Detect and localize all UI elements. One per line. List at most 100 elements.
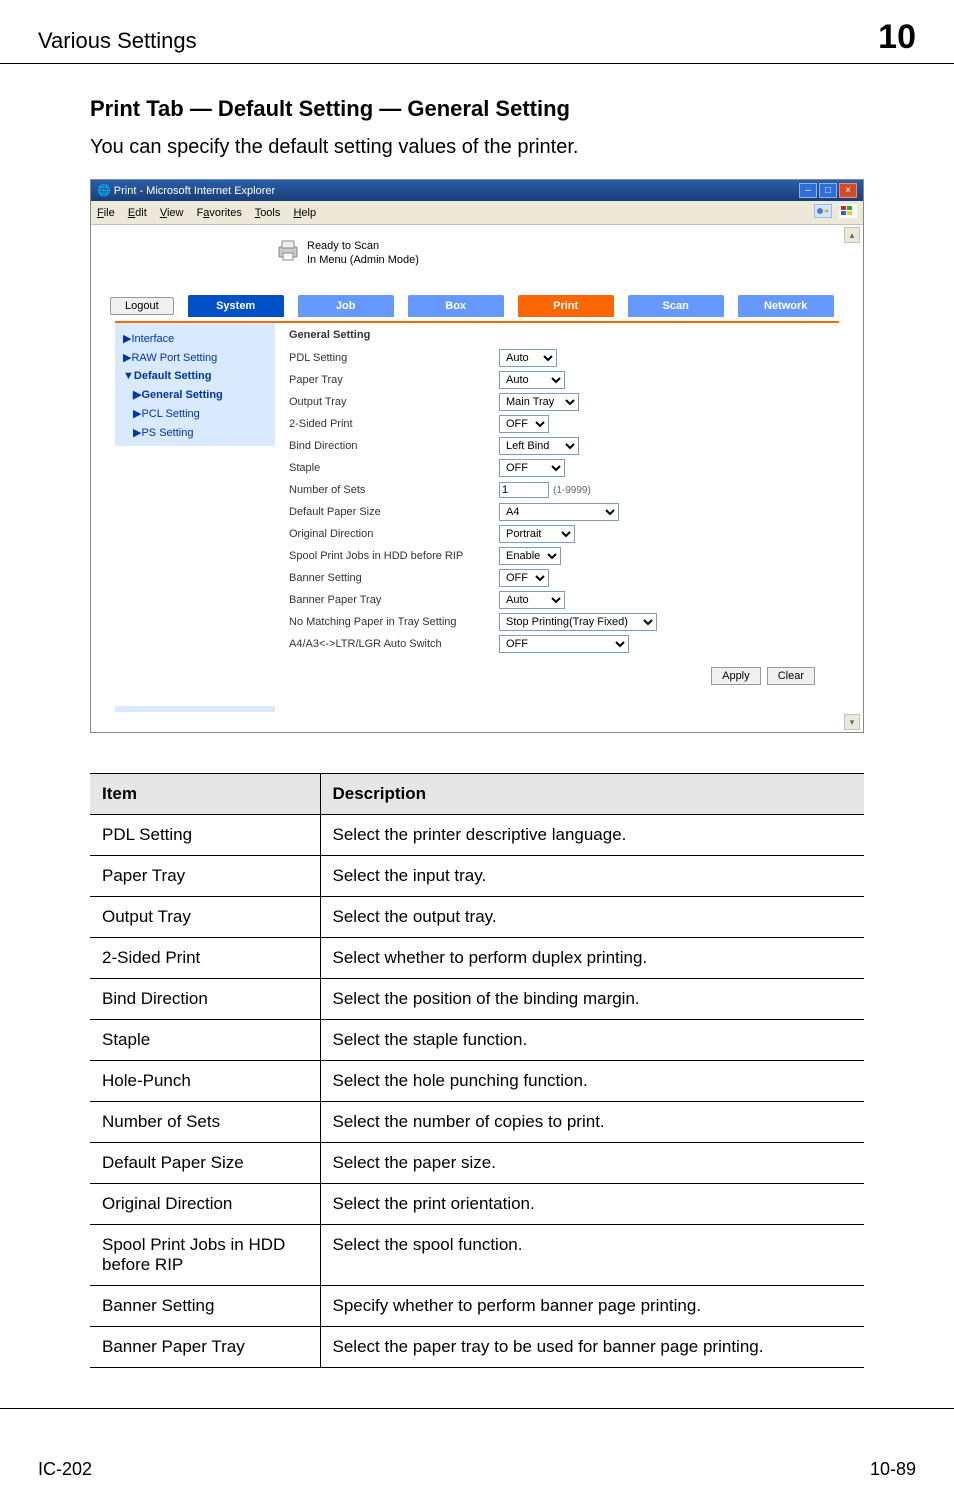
table-cell-item: Hole-Punch [90,1061,320,1102]
table-row: Banner SettingSpecify whether to perform… [90,1286,864,1327]
form-select[interactable]: Stop Printing(Tray Fixed) [499,613,657,631]
table-row: Number of SetsSelect the number of copie… [90,1102,864,1143]
form-label: Spool Print Jobs in HDD before RIP [289,550,499,562]
table-row: Output TraySelect the output tray. [90,897,864,938]
status-row: Ready to Scan In Menu (Admin Mode) [275,237,839,269]
tab-network[interactable]: Network [738,295,834,317]
header-left: Various Settings [38,28,197,54]
maximize-button[interactable]: □ [819,183,837,198]
tab-scan[interactable]: Scan [628,295,724,317]
form-select[interactable]: Auto [499,371,565,389]
form-row: Spool Print Jobs in HDD before RIPEnable [289,545,825,567]
ie-window: 🌐 Print - Microsoft Internet Explorer – … [90,179,864,733]
status-line2: In Menu (Admin Mode) [307,253,419,267]
form-row: Paper TrayAuto [289,369,825,391]
content-area: ▴ Ready to Scan In Menu (Admin Mode) Log… [91,225,863,732]
main-row: ▶Interface ▶RAW Port Setting ▼Default Se… [115,321,839,712]
table-cell-item: Staple [90,1020,320,1061]
sidebar-item-general[interactable]: ▶General Setting [115,385,275,404]
form-label: Bind Direction [289,440,499,452]
footer-left: IC-202 [38,1459,92,1480]
menubar-items: File Edit View Favorites Tools Help [97,207,326,219]
table-cell-desc: Select the paper size. [320,1143,864,1184]
menu-help[interactable]: Help [293,207,316,219]
table-cell-desc: Specify whether to perform banner page p… [320,1286,864,1327]
menu-favorites[interactable]: Favorites [197,207,242,219]
form-label: 2-Sided Print [289,418,499,430]
table-cell-item: Banner Paper Tray [90,1327,320,1368]
form-row: Banner Paper TrayAuto [289,589,825,611]
button-row: Apply Clear [289,667,825,685]
footer-right: 10-89 [870,1459,916,1480]
clear-button[interactable]: Clear [767,667,815,685]
form-select[interactable]: Left Bind [499,437,579,455]
sidebar-item-interface[interactable]: ▶Interface [115,329,275,348]
form-hint: (1-9999) [553,485,591,496]
sidebar-item-ps[interactable]: ▶PS Setting [115,423,275,442]
status-text: Ready to Scan In Menu (Admin Mode) [307,239,419,267]
sidebar-item-default-setting[interactable]: ▼Default Setting [115,367,275,385]
form-text-input[interactable] [499,482,549,498]
nav-row: Logout System Job Box Print Scan Network [110,295,839,317]
form-select[interactable]: OFF [499,459,565,477]
form-select[interactable]: Auto [499,349,557,367]
table-cell-desc: Select the paper tray to be used for ban… [320,1327,864,1368]
table-cell-item: Paper Tray [90,856,320,897]
table-row: Original DirectionSelect the print orien… [90,1184,864,1225]
ie-flag-icon [839,204,857,218]
form-row: No Matching Paper in Tray SettingStop Pr… [289,611,825,633]
menu-tools[interactable]: Tools [255,207,281,219]
form-select[interactable]: Auto [499,591,565,609]
form-row: 2-Sided PrintOFF [289,413,825,435]
menu-edit[interactable]: Edit [128,207,147,219]
table-row: StapleSelect the staple function. [90,1020,864,1061]
window-buttons: – □ × [799,183,857,198]
form-select[interactable]: OFF [499,569,549,587]
sidebar-item-raw[interactable]: ▶RAW Port Setting [115,348,275,367]
sidebar-item-pcl[interactable]: ▶PCL Setting [115,404,275,423]
menu-file[interactable]: File [97,207,115,219]
tab-job[interactable]: Job [298,295,394,317]
form-select[interactable]: Enable [499,547,561,565]
menu-help-rest: elp [301,207,316,219]
scroll-up-button[interactable]: ▴ [844,227,860,243]
table-cell-desc: Select the spool function. [320,1225,864,1286]
tab-box[interactable]: Box [408,295,504,317]
tab-system[interactable]: System [188,295,284,317]
form-label: PDL Setting [289,352,499,364]
table-row: Banner Paper TraySelect the paper tray t… [90,1327,864,1368]
form-group-title: General Setting [289,329,825,341]
table-cell-desc: Select the output tray. [320,897,864,938]
form-select[interactable]: A4 [499,503,619,521]
form-row: Banner SettingOFF [289,567,825,589]
ie-titlebar: 🌐 Print - Microsoft Internet Explorer – … [91,180,863,201]
scroll-down-button[interactable]: ▾ [844,714,860,730]
section-title: Print Tab — Default Setting — General Se… [90,96,864,122]
form-row: Original DirectionPortrait [289,523,825,545]
close-button[interactable]: × [839,183,857,198]
form-select[interactable]: Portrait [499,525,575,543]
minimize-button[interactable]: – [799,183,817,198]
form-select[interactable]: OFF [499,635,629,653]
table-cell-item: Banner Setting [90,1286,320,1327]
table-cell-desc: Select the print orientation. [320,1184,864,1225]
table-row: PDL SettingSelect the printer descriptiv… [90,815,864,856]
table-cell-desc: Select the position of the binding margi… [320,979,864,1020]
description-table: Item Description PDL SettingSelect the p… [90,773,864,1368]
ie-throbber-icon [814,204,832,218]
form-label: Banner Setting [289,572,499,584]
logout-button[interactable]: Logout [110,297,174,315]
menu-view[interactable]: View [160,207,184,219]
tab-print[interactable]: Print [518,295,614,317]
form-select[interactable]: OFF [499,415,549,433]
header-right: 10 [878,18,916,57]
table-cell-item: Number of Sets [90,1102,320,1143]
form-select[interactable]: Main Tray [499,393,579,411]
table-cell-item: PDL Setting [90,815,320,856]
form-row: Bind DirectionLeft Bind [289,435,825,457]
table-cell-desc: Select the staple function. [320,1020,864,1061]
table-cell-item: 2-Sided Print [90,938,320,979]
ie-title-text: Print - Microsoft Internet Explorer [114,185,275,197]
apply-button[interactable]: Apply [711,667,761,685]
table-row: 2-Sided PrintSelect whether to perform d… [90,938,864,979]
